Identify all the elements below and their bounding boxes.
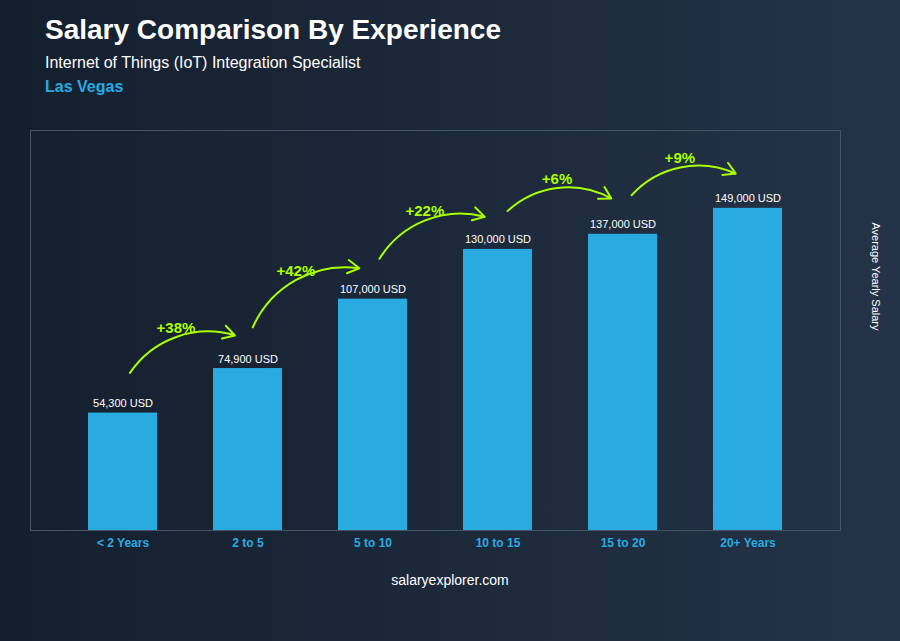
svg-text:10 to 15: 10 to 15 [476,536,521,550]
html-text:Salary Comparison By Experienc: Salary Comparison By Experience [45,14,501,45]
svg-text:130,000 USD: 130,000 USD [465,233,531,245]
svg-text:137,000 USD: 137,000 USD [590,218,656,230]
svg-text:5 to 10: 5 to 10 [354,536,392,550]
svg-text:149,000 USD: 149,000 USD [715,192,781,204]
svg-text:54,300 USD: 54,300 USD [93,397,153,409]
svg-text:107,000 USD: 107,000 USD [340,283,406,295]
html-text:Internet of Things (IoT) Integ: Internet of Things (IoT) Integration Spe… [45,54,361,71]
svg-text:Average Yearly Salary: Average Yearly Salary [870,222,882,331]
svg-text:+38%: +38% [157,319,196,336]
svg-text:+22%: +22% [406,202,445,219]
svg-text:+42%: +42% [276,262,315,279]
svg-text:20+ Years: 20+ Years [720,536,776,550]
html-text:Las Vegas: Las Vegas [45,78,124,95]
svg-text:+9%: +9% [665,149,695,166]
svg-text:+6%: +6% [542,170,572,187]
html-text:salaryexplorer.com: salaryexplorer.com [391,572,509,588]
svg-text:15 to 20: 15 to 20 [601,536,646,550]
svg-text:2 to 5: 2 to 5 [232,536,264,550]
svg-text:74,900 USD: 74,900 USD [218,353,278,365]
svg-text:< 2 Years: < 2 Years [97,536,149,550]
